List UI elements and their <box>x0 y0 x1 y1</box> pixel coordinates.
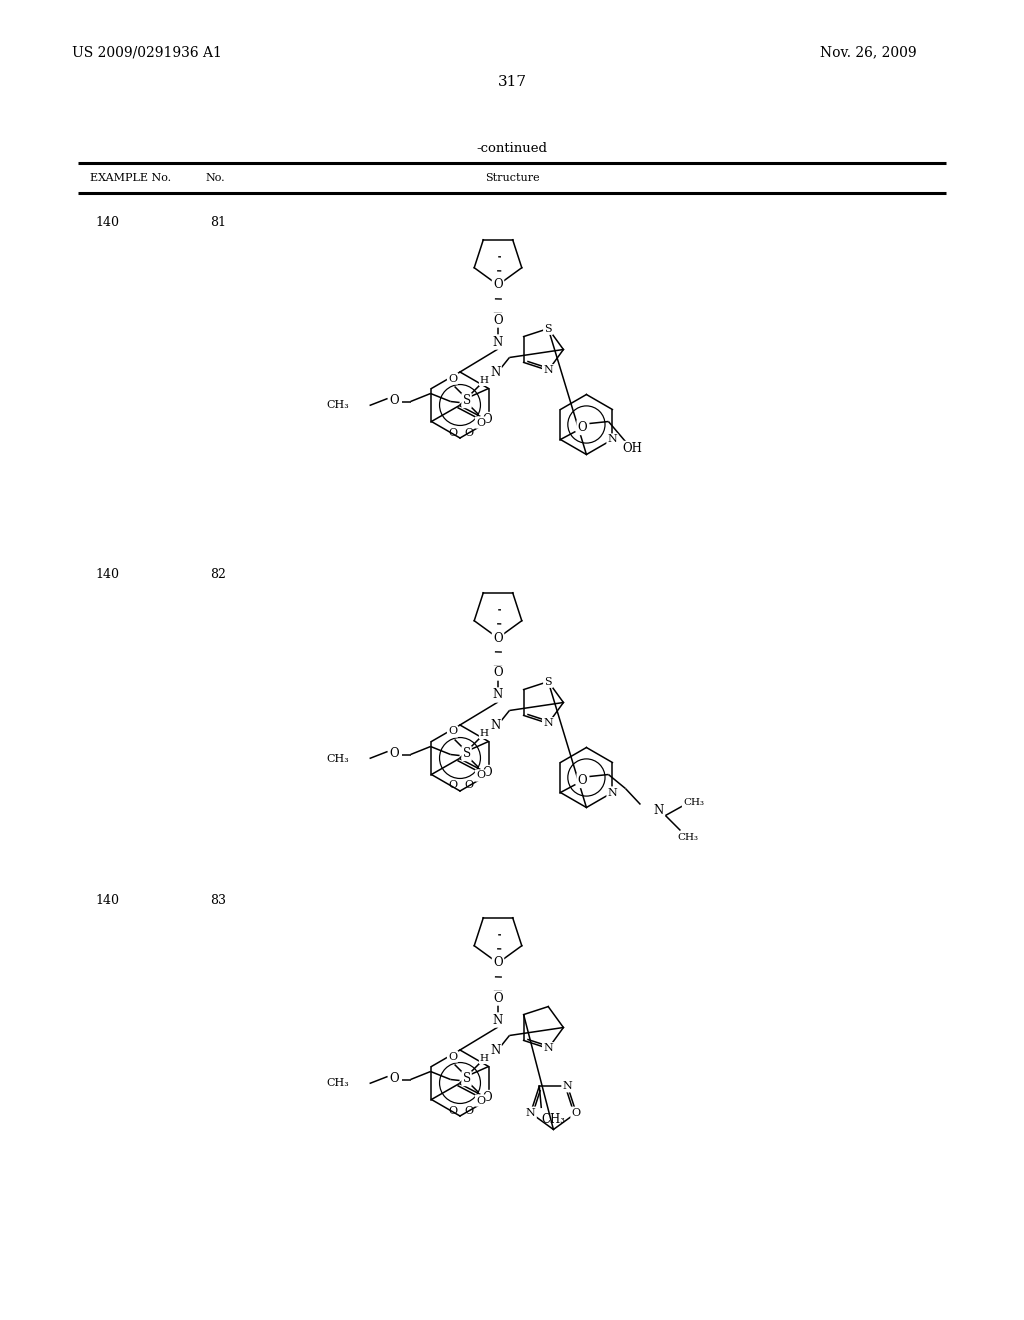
Text: O: O <box>476 1096 485 1106</box>
Text: N: N <box>607 434 617 445</box>
Text: S: S <box>463 1072 471 1085</box>
Text: N: N <box>607 788 617 797</box>
Text: O: O <box>449 374 457 384</box>
Text: CH₃: CH₃ <box>677 833 698 842</box>
Text: N: N <box>493 1014 503 1027</box>
Text: O: O <box>464 1106 473 1115</box>
Text: O: O <box>449 780 457 791</box>
Text: O: O <box>449 1052 457 1061</box>
Text: OH: OH <box>623 442 642 455</box>
Text: O: O <box>390 747 399 760</box>
Text: S: S <box>545 677 552 686</box>
Text: EXAMPLE No.: EXAMPLE No. <box>90 173 171 183</box>
Text: H: H <box>480 376 488 385</box>
Text: Structure: Structure <box>484 173 540 183</box>
Text: O: O <box>476 771 485 780</box>
Text: N: N <box>653 804 664 817</box>
Text: O: O <box>494 314 503 326</box>
Text: N: N <box>493 335 503 348</box>
Text: O: O <box>578 421 587 434</box>
Text: H: H <box>480 729 488 738</box>
Text: O: O <box>494 279 503 292</box>
Text: S: S <box>463 393 471 407</box>
Text: N: N <box>525 1107 536 1118</box>
Text: 83: 83 <box>210 894 226 907</box>
Text: Nov. 26, 2009: Nov. 26, 2009 <box>820 45 916 59</box>
Text: 81: 81 <box>210 215 226 228</box>
Text: O: O <box>494 667 503 680</box>
Text: 140: 140 <box>95 215 119 228</box>
Text: N: N <box>490 1044 501 1057</box>
Text: S: S <box>545 323 552 334</box>
Text: O: O <box>449 1106 457 1115</box>
Text: H: H <box>480 1053 488 1063</box>
Text: -continued: -continued <box>476 141 548 154</box>
Text: N: N <box>544 718 553 729</box>
Text: N: N <box>544 366 553 375</box>
Text: O: O <box>494 957 503 969</box>
Text: 82: 82 <box>210 569 226 582</box>
Text: O: O <box>390 1072 399 1085</box>
Text: O: O <box>390 393 399 407</box>
Text: US 2009/0291936 A1: US 2009/0291936 A1 <box>72 45 222 59</box>
Text: O: O <box>482 766 493 779</box>
Text: O: O <box>482 413 493 426</box>
Text: O: O <box>464 780 473 791</box>
Text: O: O <box>449 428 457 437</box>
Text: S: S <box>463 747 471 760</box>
Text: CH₃: CH₃ <box>327 400 349 411</box>
Text: O: O <box>494 991 503 1005</box>
Text: CH₃: CH₃ <box>542 1113 565 1126</box>
Text: CH₃: CH₃ <box>327 1078 349 1089</box>
Text: N: N <box>490 719 501 733</box>
Text: 140: 140 <box>95 894 119 907</box>
Text: O: O <box>578 774 587 787</box>
Text: CH₃: CH₃ <box>327 754 349 763</box>
Text: O: O <box>464 428 473 437</box>
Text: N: N <box>562 1081 572 1092</box>
Text: N: N <box>493 689 503 701</box>
Text: O: O <box>494 631 503 644</box>
Text: CH₃: CH₃ <box>683 799 703 807</box>
Text: O: O <box>482 1092 493 1104</box>
Text: 140: 140 <box>95 569 119 582</box>
Text: N: N <box>544 1043 553 1053</box>
Text: No.: No. <box>205 173 224 183</box>
Text: O: O <box>571 1107 581 1118</box>
Text: O: O <box>449 726 457 737</box>
Text: 317: 317 <box>498 75 526 88</box>
Text: O: O <box>476 417 485 428</box>
Text: N: N <box>490 366 501 379</box>
